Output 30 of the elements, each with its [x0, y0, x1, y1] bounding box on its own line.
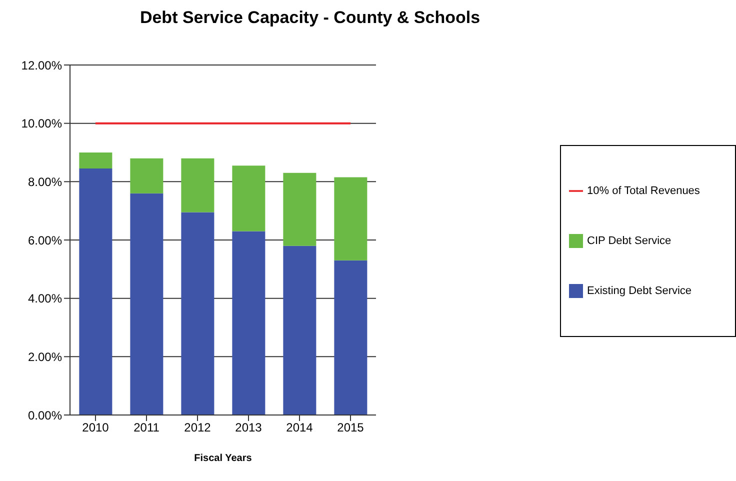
x-axis-title: Fiscal Years — [194, 453, 252, 464]
bar — [232, 231, 266, 415]
bar — [181, 212, 214, 415]
y-tick-label: 8.00% — [28, 174, 62, 189]
bar — [232, 166, 266, 232]
x-tick-label: 2012 — [184, 420, 212, 435]
bar — [181, 158, 214, 212]
y-tick-label: 12.00% — [21, 58, 62, 72]
bar — [79, 168, 112, 415]
legend-label: Existing Debt Service — [587, 284, 692, 296]
bar — [283, 172, 316, 246]
bar — [334, 260, 368, 415]
y-tick-label: 2.00% — [28, 350, 62, 364]
legend-label: CIP Debt Service — [587, 234, 672, 246]
bar — [283, 246, 316, 415]
y-tick-label: 6.00% — [28, 233, 62, 248]
x-tick-label: 2013 — [235, 420, 262, 435]
y-tick-label: 4.00% — [28, 292, 62, 306]
bar — [130, 158, 164, 194]
y-tick-label: 10.00% — [21, 116, 62, 131]
bar — [130, 193, 164, 415]
chart-title: Debt Service Capacity - County & Schools — [138, 8, 482, 28]
y-tick-label: 0.00% — [28, 408, 62, 422]
x-tick-label: 2015 — [337, 420, 364, 435]
bar — [334, 177, 368, 260]
x-tick-label: 2011 — [134, 420, 160, 435]
bar — [79, 152, 112, 169]
legend-label: 10% of Total Revenues — [587, 184, 700, 196]
x-tick-label: 2014 — [286, 420, 314, 435]
x-tick-label: 2010 — [82, 420, 110, 435]
